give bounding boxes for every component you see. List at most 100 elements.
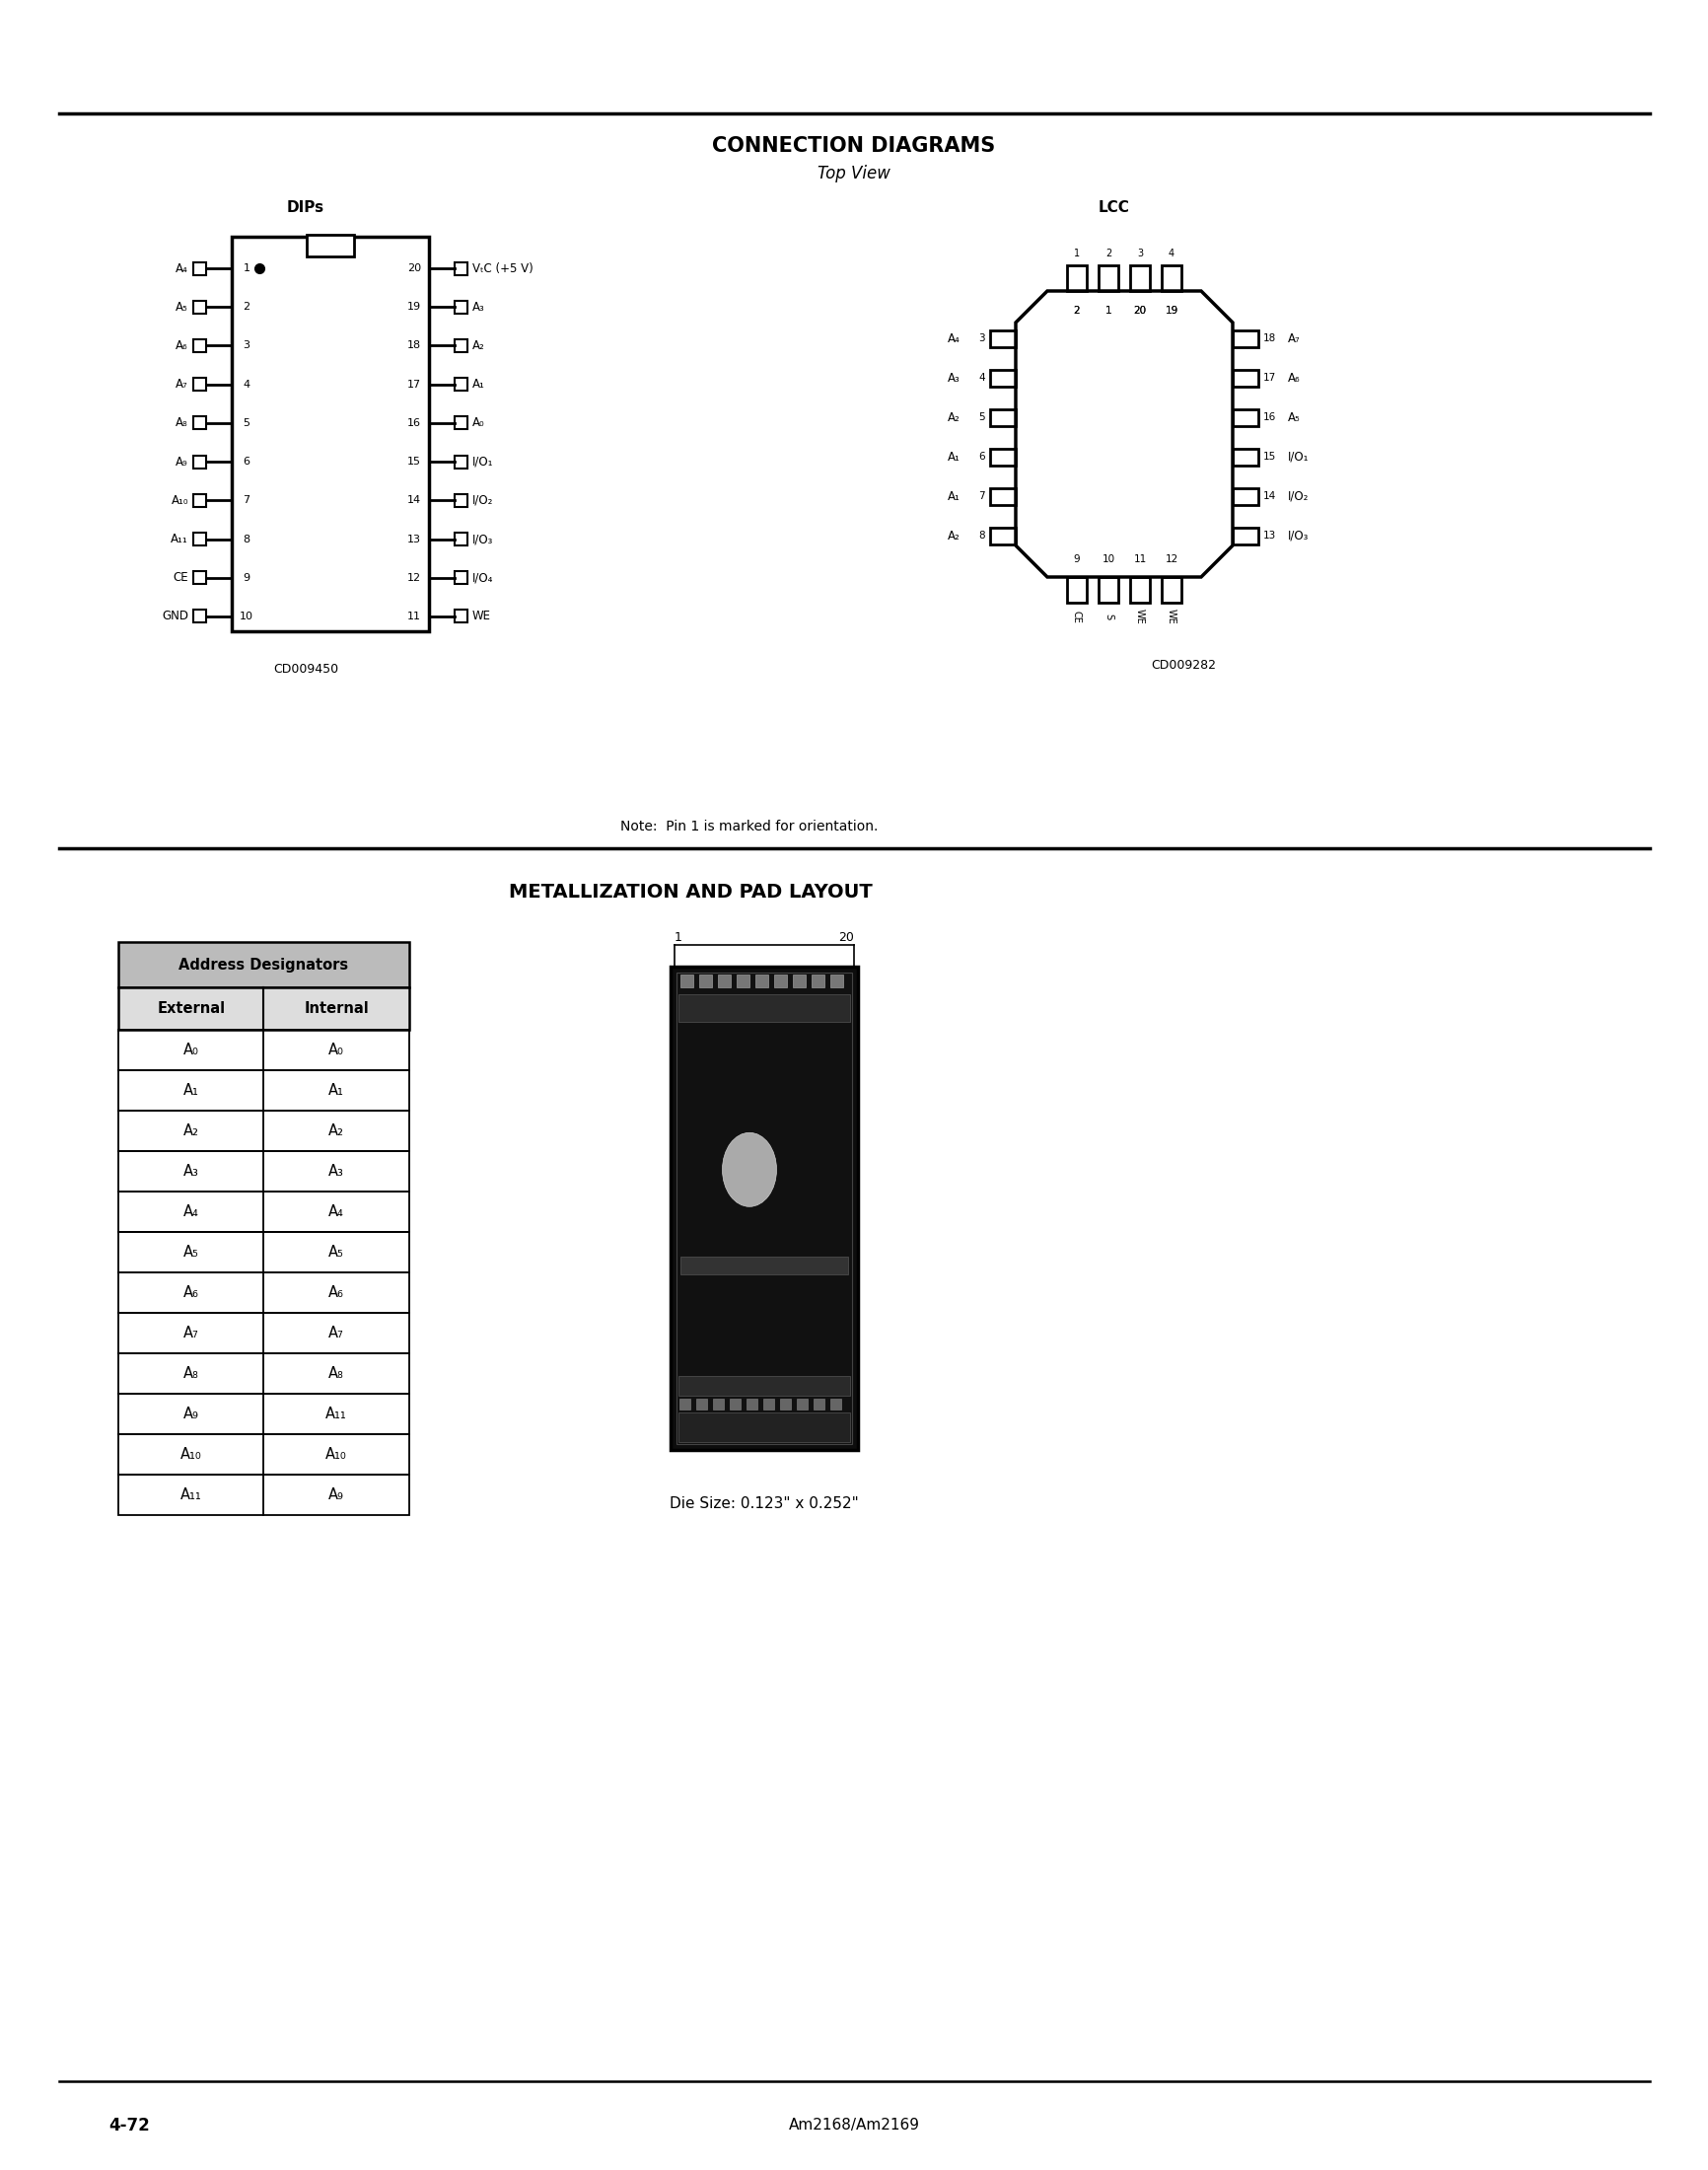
Bar xyxy=(813,1400,823,1410)
Bar xyxy=(1231,330,1257,347)
Text: A₁: A₁ xyxy=(948,490,960,503)
Text: A₄: A₄ xyxy=(176,263,188,276)
Text: A₅: A₅ xyxy=(328,1246,343,1259)
Text: 18: 18 xyxy=(1262,334,1276,343)
Bar xyxy=(454,610,468,623)
Text: A₁: A₁ xyxy=(328,1083,343,1098)
Text: A₂: A₂ xyxy=(948,529,960,542)
Text: I/O₁: I/O₁ xyxy=(471,456,494,469)
Bar xyxy=(306,234,354,256)
Bar xyxy=(989,527,1015,545)
Text: A₀: A₀ xyxy=(328,1042,343,1057)
Text: I/O₃: I/O₃ xyxy=(1288,529,1308,542)
Text: 15: 15 xyxy=(407,456,420,467)
Text: 8: 8 xyxy=(243,534,249,545)
Text: A₄: A₄ xyxy=(948,332,960,345)
Text: 20: 20 xyxy=(1132,306,1146,315)
Text: LCC: LCC xyxy=(1098,200,1129,215)
Text: 3: 3 xyxy=(1136,250,1143,258)
Text: 3: 3 xyxy=(243,341,249,352)
Bar xyxy=(193,378,207,391)
Bar xyxy=(118,1191,408,1233)
Text: I/O₄: I/O₄ xyxy=(471,571,494,584)
Text: DIPs: DIPs xyxy=(287,200,325,215)
Text: VₜC (+5 V): VₜC (+5 V) xyxy=(471,263,533,276)
Text: A₁₀: A₁₀ xyxy=(171,495,188,508)
Text: 20: 20 xyxy=(839,931,854,944)
Text: CONNECTION DIAGRAMS: CONNECTION DIAGRAMS xyxy=(712,137,996,156)
Text: 11: 11 xyxy=(1132,553,1146,564)
Text: 1: 1 xyxy=(1105,306,1110,315)
Text: 7: 7 xyxy=(979,490,984,501)
Text: A₁₁: A₁₁ xyxy=(171,532,188,545)
Text: 4: 4 xyxy=(243,380,249,388)
Bar xyxy=(763,1400,774,1410)
Ellipse shape xyxy=(722,1133,775,1207)
Text: A₅: A₅ xyxy=(183,1246,198,1259)
Text: WE: WE xyxy=(1167,610,1175,625)
Bar xyxy=(1231,527,1257,545)
Text: A₂: A₂ xyxy=(471,339,485,352)
Text: A₃: A₃ xyxy=(948,371,960,384)
Bar xyxy=(1231,408,1257,425)
Bar xyxy=(811,974,823,987)
Text: I/O₂: I/O₂ xyxy=(471,495,494,508)
Bar xyxy=(193,532,207,545)
Text: 17: 17 xyxy=(407,380,420,388)
Text: A₄: A₄ xyxy=(328,1204,343,1220)
Text: A₂: A₂ xyxy=(183,1124,198,1139)
Text: 5: 5 xyxy=(243,419,249,427)
Text: I/O₁: I/O₁ xyxy=(1288,451,1308,462)
Bar xyxy=(680,974,693,987)
Text: 19: 19 xyxy=(1165,306,1177,315)
Text: 4: 4 xyxy=(979,373,984,382)
Text: 20: 20 xyxy=(407,263,420,273)
Text: A₂: A₂ xyxy=(328,1124,345,1139)
Text: Die Size: 0.123" x 0.252": Die Size: 0.123" x 0.252" xyxy=(670,1497,859,1512)
Text: A₉: A₉ xyxy=(183,1406,198,1421)
Text: A₁₁: A₁₁ xyxy=(181,1486,202,1502)
Bar xyxy=(793,974,804,987)
Bar xyxy=(676,972,852,1443)
Text: 16: 16 xyxy=(407,419,420,427)
Text: 14: 14 xyxy=(407,495,420,506)
Text: 1: 1 xyxy=(243,263,249,273)
Text: 2: 2 xyxy=(243,302,249,312)
Bar xyxy=(193,263,207,276)
Text: 20: 20 xyxy=(1132,306,1146,315)
Bar xyxy=(678,1376,849,1395)
Bar xyxy=(1161,577,1180,603)
Text: 10: 10 xyxy=(1102,553,1114,564)
Bar xyxy=(118,1476,408,1515)
Text: 2: 2 xyxy=(1105,250,1110,258)
Bar xyxy=(1129,265,1149,291)
Text: A₆: A₆ xyxy=(176,339,188,352)
Bar xyxy=(1098,265,1117,291)
Bar xyxy=(1066,265,1086,291)
Text: A₁: A₁ xyxy=(948,451,960,462)
Text: 2: 2 xyxy=(1073,306,1079,315)
Bar xyxy=(1161,265,1180,291)
Bar xyxy=(989,330,1015,347)
Bar xyxy=(830,1400,840,1410)
Text: 1: 1 xyxy=(1073,250,1079,258)
Text: S: S xyxy=(1103,614,1112,618)
Text: Note:  Pin 1 is marked for orientation.: Note: Pin 1 is marked for orientation. xyxy=(620,820,878,833)
Bar xyxy=(454,571,468,584)
Text: 16: 16 xyxy=(1262,412,1276,423)
Text: A₆: A₆ xyxy=(1288,371,1300,384)
Bar xyxy=(680,1400,690,1410)
Text: GND: GND xyxy=(162,610,188,623)
Text: A₅: A₅ xyxy=(1288,410,1300,423)
Text: 3: 3 xyxy=(979,334,984,343)
Bar xyxy=(1231,488,1257,506)
Text: METALLIZATION AND PAD LAYOUT: METALLIZATION AND PAD LAYOUT xyxy=(509,883,871,903)
Bar xyxy=(729,1400,740,1410)
Bar xyxy=(193,302,207,312)
Bar xyxy=(118,1354,408,1393)
Text: A₈: A₈ xyxy=(183,1367,198,1380)
Text: A₇: A₇ xyxy=(176,378,188,391)
Bar xyxy=(454,456,468,469)
Bar xyxy=(232,237,429,631)
Text: A₃: A₃ xyxy=(183,1163,198,1178)
